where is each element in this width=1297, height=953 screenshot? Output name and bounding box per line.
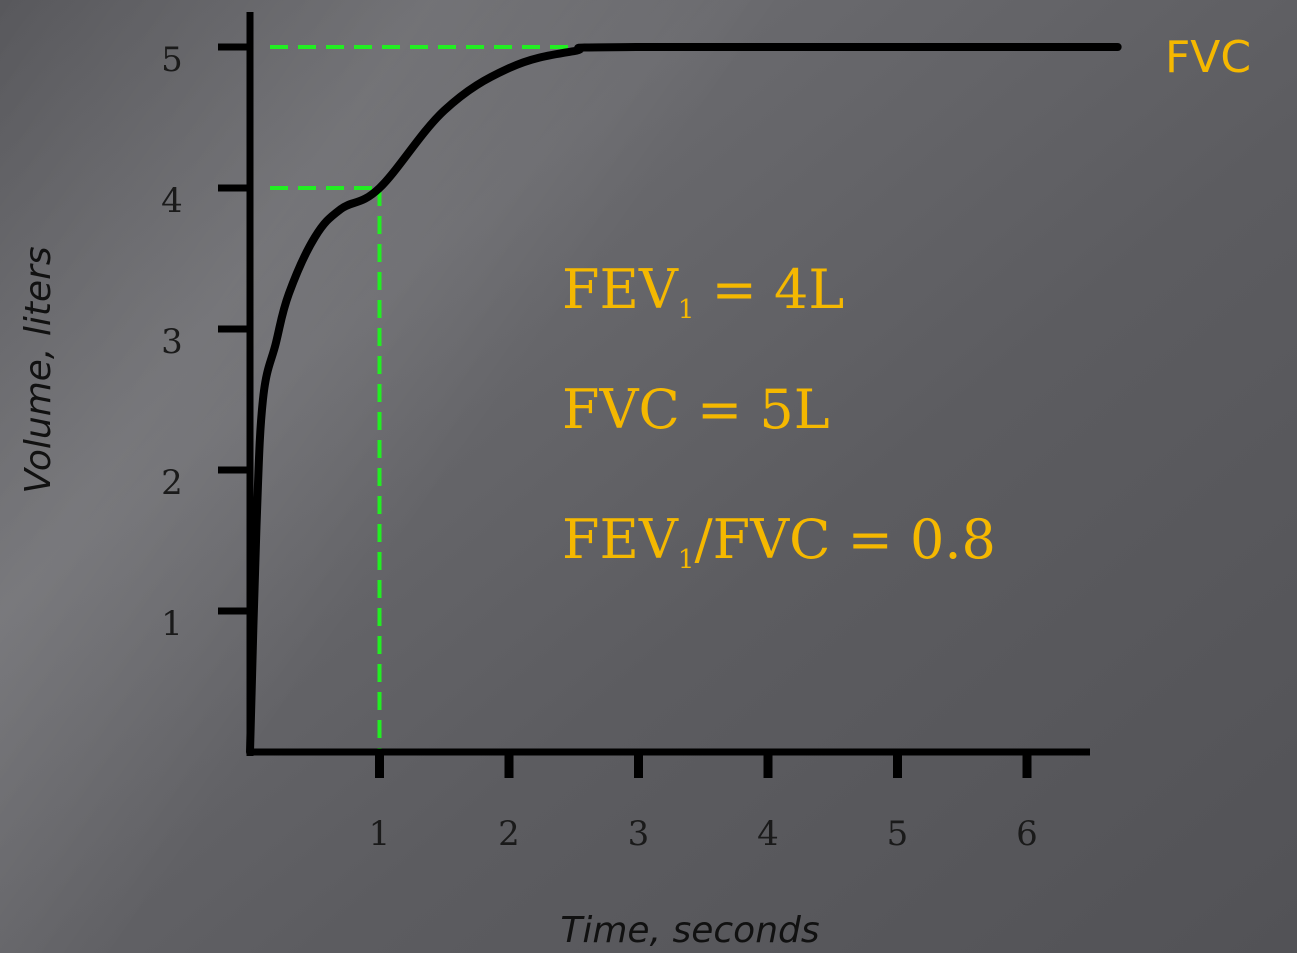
fev1-annotation: FEV1 = 4L — [562, 258, 845, 323]
x-tick-label-1: 1 — [369, 814, 391, 854]
ratio-text: FEV — [562, 508, 678, 571]
x-axis-title: Time, seconds — [560, 910, 819, 951]
tick-labels: 1 2 3 4 5 1 2 3 4 5 6 — [161, 40, 1038, 854]
fvc-text: FVC = 5L — [562, 378, 830, 441]
reference-lines — [270, 45, 574, 778]
fev1-subscript: 1 — [677, 295, 695, 325]
y-tick-label-4: 4 — [161, 181, 183, 221]
x-tick-label-5: 5 — [887, 814, 909, 854]
x-tick-label-2: 2 — [498, 814, 520, 854]
volume-curve — [246, 43, 1122, 756]
x-tick-label-6: 6 — [1016, 814, 1038, 854]
x-tick-label-3: 3 — [628, 814, 650, 854]
fev1-value: = 4L — [694, 258, 845, 321]
x-tick-label-4: 4 — [757, 814, 779, 854]
y-tick-label-3: 3 — [161, 322, 183, 362]
y-axis-title: Volume, liters — [18, 246, 59, 493]
fvc-line-label: FVC — [1165, 32, 1251, 83]
y-tick-label-5: 5 — [161, 40, 183, 80]
ratio-subscript: 1 — [677, 545, 695, 575]
y-tick-label-1: 1 — [161, 604, 183, 644]
curve-layer — [246, 43, 1122, 756]
fvc-annotation: FVC = 5L — [562, 378, 830, 441]
axes — [218, 12, 1090, 778]
ratio-annotation: FEV1/FVC = 0.8 — [562, 508, 996, 573]
ratio-value: /FVC = 0.8 — [694, 508, 996, 571]
fev1-text: FEV — [562, 258, 678, 321]
y-tick-label-2: 2 — [161, 463, 183, 503]
